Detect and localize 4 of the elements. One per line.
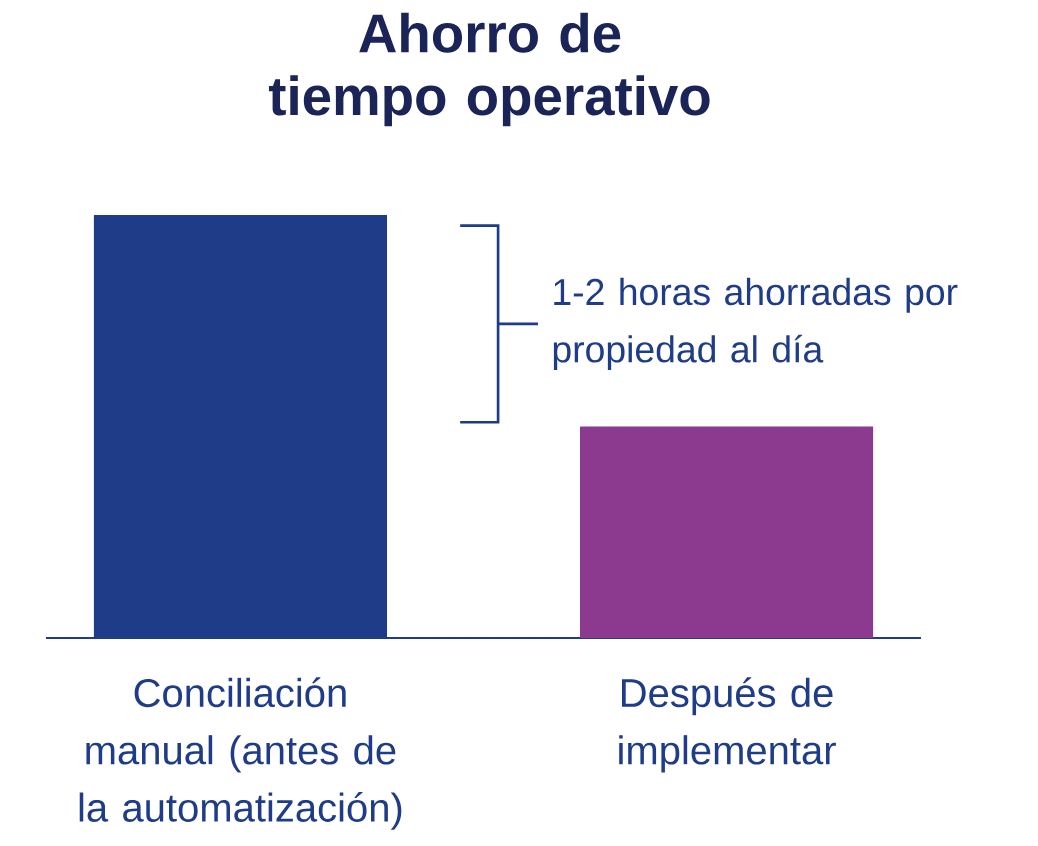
chart-title: Ahorro de tiempo operativo [268,12,710,127]
annotation: 1-2 horas ahorradas por propiedad al día [553,277,958,370]
x-tick-label: Conciliación manual (antes de la automatización) [79,677,402,830]
x-tick-label: Después de implementar [619,677,836,773]
